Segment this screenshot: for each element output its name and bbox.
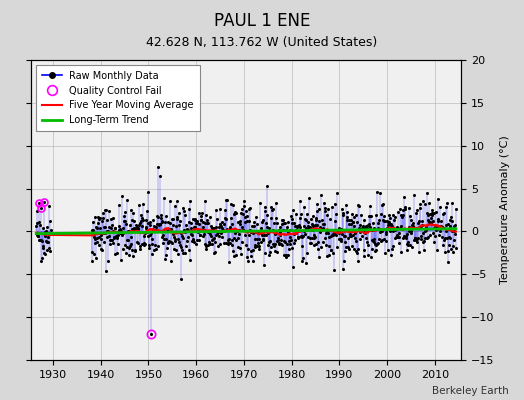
Text: 42.628 N, 113.762 W (United States): 42.628 N, 113.762 W (United States) (146, 36, 378, 49)
Legend: Raw Monthly Data, Quality Control Fail, Five Year Moving Average, Long-Term Tren: Raw Monthly Data, Quality Control Fail, … (36, 65, 200, 131)
Text: Berkeley Earth: Berkeley Earth (432, 386, 508, 396)
Y-axis label: Temperature Anomaly (°C): Temperature Anomaly (°C) (500, 136, 510, 284)
Text: PAUL 1 ENE: PAUL 1 ENE (214, 12, 310, 30)
